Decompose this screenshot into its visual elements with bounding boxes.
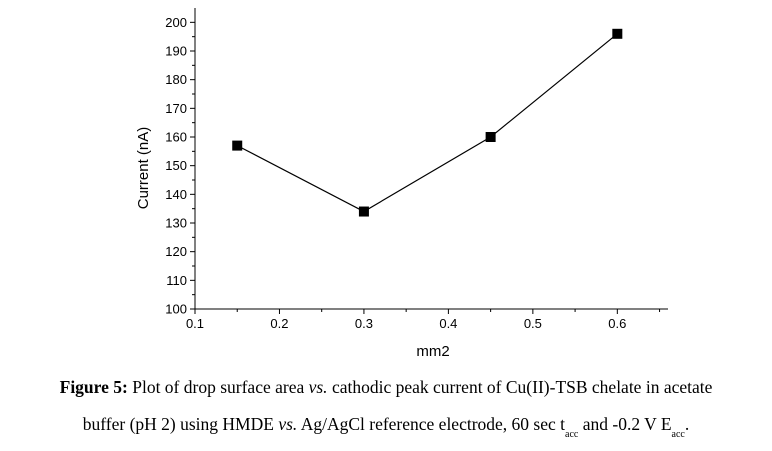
x-tick-label: 0.2	[270, 316, 288, 331]
data-point-marker	[485, 132, 496, 142]
caption-vs-1: vs.	[308, 377, 328, 397]
caption-text-2d: .	[684, 414, 690, 434]
y-tick-label: 140	[165, 187, 187, 202]
caption-text-1b: cathodic peak current of Cu(II)-TSB chel…	[327, 377, 713, 397]
x-tick-label: 0.5	[524, 316, 542, 331]
caption-label: Figure 5:	[59, 377, 128, 397]
y-tick-label: 190	[165, 44, 187, 59]
x-tick-label: 0.1	[186, 316, 204, 331]
y-tick-label: 200	[165, 15, 187, 30]
data-point-marker	[358, 206, 369, 217]
caption-text-2b: Ag/AgCl reference electrode, 60 sec t	[297, 414, 566, 434]
x-tick-label: 0.3	[355, 316, 373, 331]
data-point-marker	[612, 28, 623, 39]
axes	[194, 8, 668, 310]
x-axis-title: mm2	[416, 343, 449, 360]
x-tick-label: 0.6	[608, 316, 626, 331]
figure-caption-line-2: buffer (pH 2) using HMDE vs. Ag/AgCl ref…	[0, 414, 772, 440]
series	[232, 28, 623, 217]
data-point-marker	[232, 140, 243, 151]
y-tick-label: 170	[165, 101, 187, 116]
caption-sub-2: acc	[671, 429, 685, 440]
x-tick-label: 0.4	[439, 316, 457, 331]
y-tick-label: 100	[165, 302, 187, 317]
series-line	[236, 33, 618, 213]
caption-text-1a: Plot of drop surface area	[127, 377, 309, 397]
y-tick-label: 180	[165, 72, 187, 87]
y-tick-label: 120	[165, 244, 187, 259]
caption-vs-2: vs.	[278, 414, 298, 434]
y-tick-label: 160	[165, 130, 187, 145]
figure-caption-line-1: Figure 5: Plot of drop surface area vs. …	[0, 377, 772, 398]
caption-text-2a: buffer (pH 2) using HMDE	[82, 414, 279, 434]
ticks: 100 110 120 130 140 150 160 170 180 190 200 0.1 0.2 0…	[165, 15, 661, 331]
y-tick-label: 130	[165, 216, 187, 231]
y-tick-label: 110	[166, 273, 187, 288]
caption-sub-1: acc	[565, 429, 579, 440]
y-axis-title: Current (nA)	[135, 127, 152, 210]
y-tick-label: 150	[165, 158, 187, 173]
chart: 100 110 120 130 140 150 160 170 180 190 200 0.1 0.2 0…	[135, 8, 668, 360]
caption-text-2c: and -0.2 V E	[578, 414, 672, 434]
